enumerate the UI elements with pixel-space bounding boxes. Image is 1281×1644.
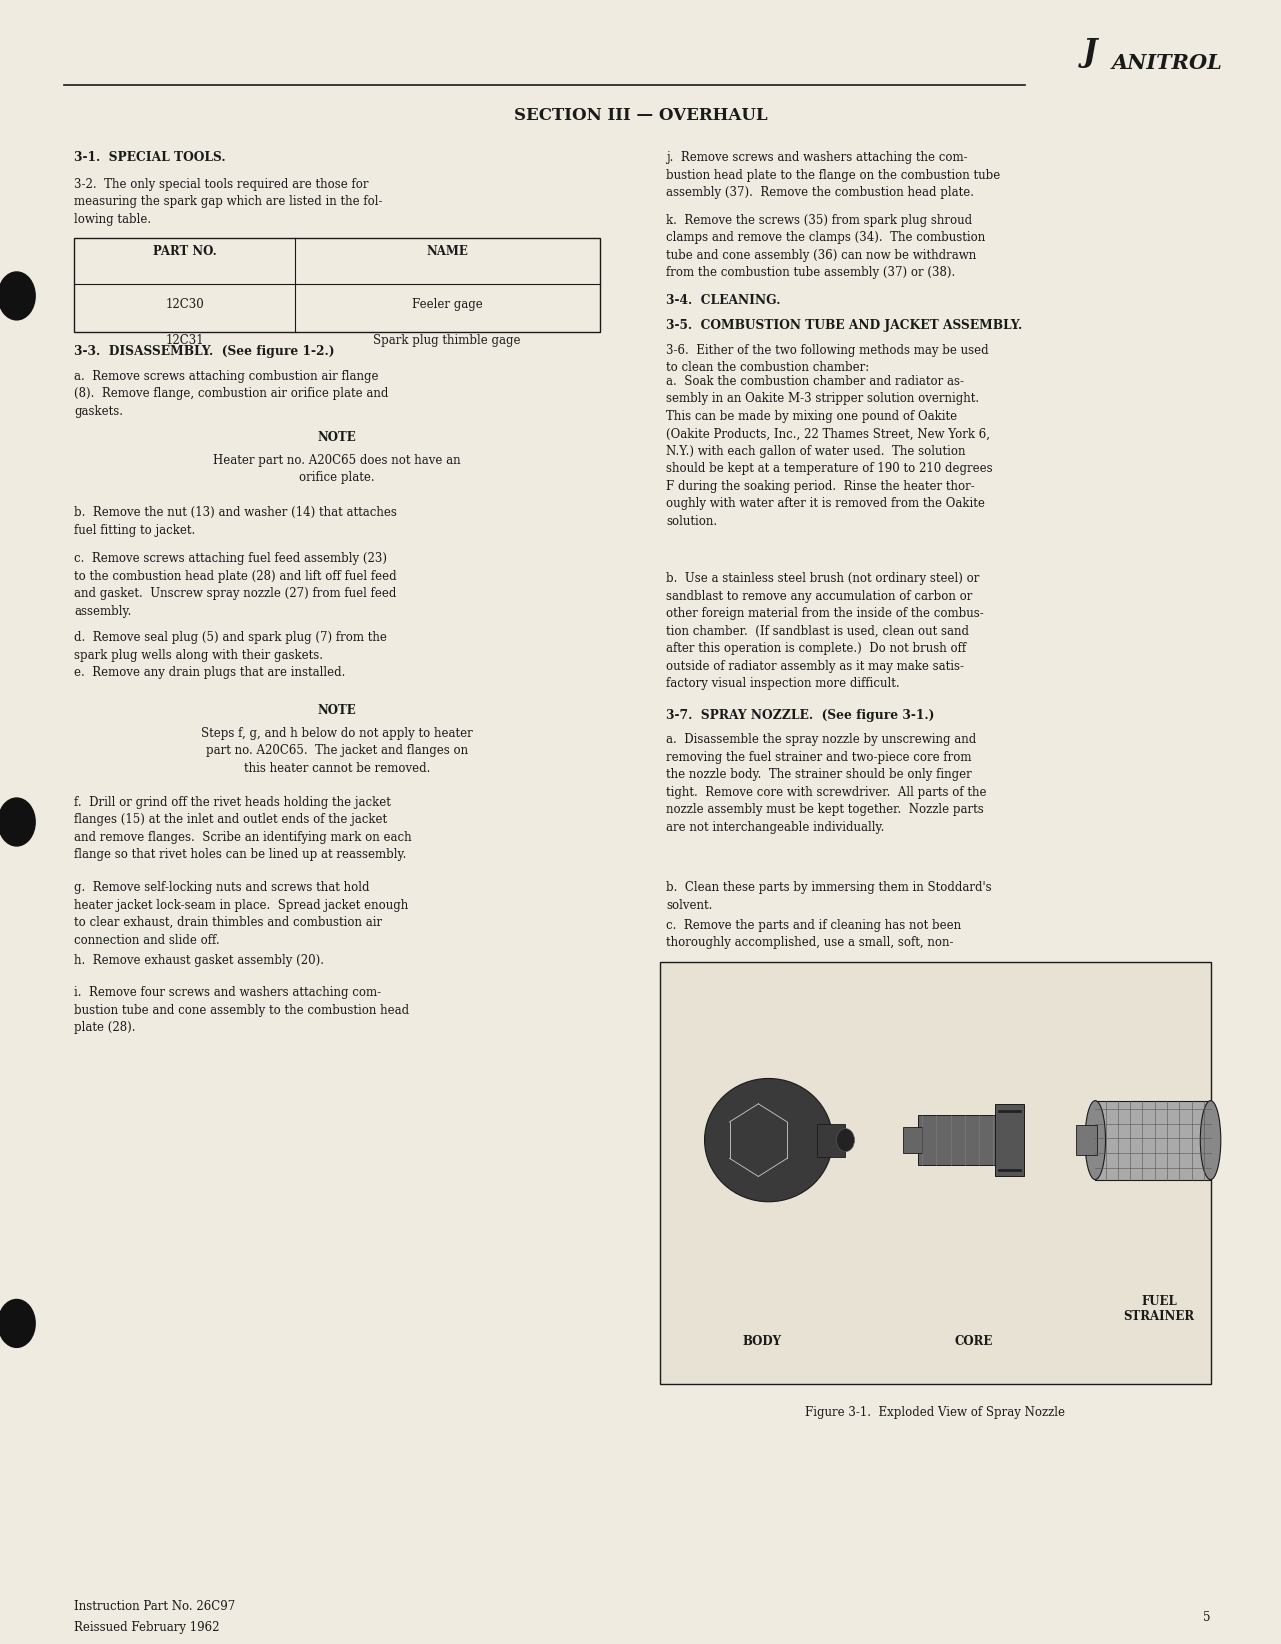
Bar <box>74 238 600 332</box>
Text: d.  Remove seal plug (5) and spark plug (7) from the
spark plug wells along with: d. Remove seal plug (5) and spark plug (… <box>74 631 387 663</box>
Text: 3-4.  CLEANING.: 3-4. CLEANING. <box>666 294 780 307</box>
Text: j.  Remove screws and washers attaching the com-
bustion head plate to the flang: j. Remove screws and washers attaching t… <box>666 151 1000 199</box>
Ellipse shape <box>1200 1101 1221 1180</box>
Text: a.  Soak the combustion chamber and radiator as-
sembly in an Oakite M-3 strippe: a. Soak the combustion chamber and radia… <box>666 375 993 528</box>
Text: NAME: NAME <box>427 245 468 258</box>
Text: 3-7.  SPRAY NOZZLE.  (See figure 3-1.): 3-7. SPRAY NOZZLE. (See figure 3-1.) <box>666 709 935 722</box>
Text: b.  Remove the nut (13) and washer (14) that attaches
fuel fitting to jacket.: b. Remove the nut (13) and washer (14) t… <box>74 506 397 538</box>
Text: CORE: CORE <box>954 1335 993 1348</box>
Circle shape <box>0 271 36 321</box>
Text: ANITROL: ANITROL <box>1112 53 1222 72</box>
Text: FUEL
STRAINER: FUEL STRAINER <box>1123 1295 1195 1323</box>
Text: NOTE: NOTE <box>318 431 356 444</box>
Text: c.  Remove screws attaching fuel feed assembly (23)
to the combustion head plate: c. Remove screws attaching fuel feed ass… <box>74 552 397 618</box>
Text: b.  Clean these parts by immersing them in Stoddard's
solvent.: b. Clean these parts by immersing them i… <box>666 881 991 912</box>
Text: h.  Remove exhaust gasket assembly (20).: h. Remove exhaust gasket assembly (20). <box>74 954 324 967</box>
Text: f.  Drill or grind off the rivet heads holding the jacket
flanges (15) at the in: f. Drill or grind off the rivet heads ho… <box>74 796 412 861</box>
Text: Instruction Part No. 26C97: Instruction Part No. 26C97 <box>74 1600 236 1613</box>
Text: 3-1.  SPECIAL TOOLS.: 3-1. SPECIAL TOOLS. <box>74 151 225 164</box>
Text: 3-2.  The only special tools required are those for
measuring the spark gap whic: 3-2. The only special tools required are… <box>74 178 383 225</box>
Circle shape <box>0 797 36 847</box>
Text: SECTION III — OVERHAUL: SECTION III — OVERHAUL <box>514 107 767 123</box>
Text: 12C30: 12C30 <box>165 298 204 311</box>
Text: c.  Remove the parts and if cleaning has not been
thoroughly accomplished, use a: c. Remove the parts and if cleaning has … <box>666 919 961 950</box>
Circle shape <box>0 1299 36 1348</box>
Bar <box>903 1128 922 1154</box>
Text: Steps f, g, and h below do not apply to heater
part no. A20C65.  The jacket and : Steps f, g, and h below do not apply to … <box>201 727 473 774</box>
Circle shape <box>836 1128 854 1151</box>
Text: Reissued February 1962: Reissued February 1962 <box>74 1621 220 1634</box>
Text: Feeler gage: Feeler gage <box>411 298 483 311</box>
Text: 5: 5 <box>1203 1611 1211 1624</box>
Text: Figure 3-1.  Exploded View of Spray Nozzle: Figure 3-1. Exploded View of Spray Nozzl… <box>806 1406 1065 1419</box>
Text: k.  Remove the screws (35) from spark plug shroud
clamps and remove the clamps (: k. Remove the screws (35) from spark plu… <box>666 214 985 279</box>
Text: 3-5.  COMBUSTION TUBE AND JACKET ASSEMBLY.: 3-5. COMBUSTION TUBE AND JACKET ASSEMBLY… <box>666 319 1022 332</box>
Text: a.  Remove screws attaching combustion air flange
(8).  Remove flange, combustio: a. Remove screws attaching combustion ai… <box>74 370 388 418</box>
Text: PART NO.: PART NO. <box>152 245 216 258</box>
Text: i.  Remove four screws and washers attaching com-
bustion tube and cone assembly: i. Remove four screws and washers attach… <box>74 986 410 1034</box>
Text: 3-3.  DISASSEMBLY.  (See figure 1-2.): 3-3. DISASSEMBLY. (See figure 1-2.) <box>74 345 334 358</box>
Bar <box>1076 1126 1097 1154</box>
Text: g.  Remove self-locking nuts and screws that hold
heater jacket lock-seam in pla: g. Remove self-locking nuts and screws t… <box>74 881 409 947</box>
Bar <box>660 962 1211 1384</box>
Text: Spark plug thimble gage: Spark plug thimble gage <box>374 334 521 347</box>
Ellipse shape <box>705 1078 833 1202</box>
Text: b.  Use a stainless steel brush (not ordinary steel) or
sandblast to remove any : b. Use a stainless steel brush (not ordi… <box>666 572 984 690</box>
Text: a.  Disassemble the spray nozzle by unscrewing and
removing the fuel strainer an: a. Disassemble the spray nozzle by unscr… <box>666 733 986 834</box>
Text: NOTE: NOTE <box>318 704 356 717</box>
Text: 3-6.  Either of the two following methods may be used
to clean the combustion ch: 3-6. Either of the two following methods… <box>666 344 989 375</box>
Text: BODY: BODY <box>743 1335 781 1348</box>
Bar <box>1095 1101 1211 1180</box>
Bar <box>995 1105 1024 1177</box>
Text: J: J <box>1082 38 1097 67</box>
Text: 12C31: 12C31 <box>165 334 204 347</box>
Bar <box>918 1115 1002 1164</box>
Ellipse shape <box>1085 1101 1106 1180</box>
Text: e.  Remove any drain plugs that are installed.: e. Remove any drain plugs that are insta… <box>74 666 346 679</box>
Text: Heater part no. A20C65 does not have an
orifice plate.: Heater part no. A20C65 does not have an … <box>213 454 461 485</box>
Bar <box>817 1124 845 1157</box>
